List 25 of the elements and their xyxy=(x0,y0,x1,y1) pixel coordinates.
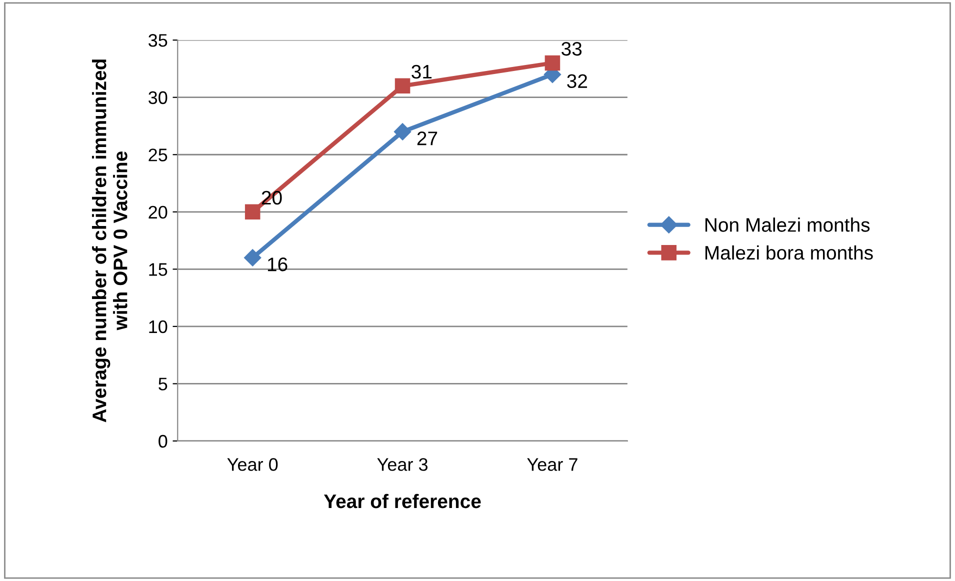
y-tick-label: 30 xyxy=(148,91,168,104)
point xyxy=(394,123,412,140)
data-label: 31 xyxy=(412,64,432,79)
x-axis-title: Year of reference xyxy=(324,494,481,508)
point xyxy=(544,55,560,71)
legend-label: Malezi bora months xyxy=(705,245,873,260)
y-tick-label: 25 xyxy=(148,148,168,162)
x-tick-label: Year 3 xyxy=(377,458,428,471)
y-axis-title: Average number of children immunized with OPV 0 Vaccine xyxy=(92,60,128,422)
y-tick-label: 0 xyxy=(158,434,168,448)
y-tick-label: 15 xyxy=(149,263,168,276)
point xyxy=(394,78,410,94)
data-label: 33 xyxy=(562,42,582,56)
x-tick-label: Year 7 xyxy=(527,458,578,471)
data-label: 32 xyxy=(567,74,588,88)
point xyxy=(244,204,260,220)
legend-label: Non Malezi months xyxy=(705,218,870,232)
y-tick-label: 5 xyxy=(158,378,168,390)
y-tick-label: 10 xyxy=(149,320,168,334)
y-tick-label: 20 xyxy=(148,206,168,219)
point xyxy=(244,249,262,266)
data-label: 27 xyxy=(417,132,438,146)
x-tick-label: Year 0 xyxy=(227,458,278,471)
data-label: 16 xyxy=(268,258,288,272)
y-tick-label: 35 xyxy=(148,34,168,47)
